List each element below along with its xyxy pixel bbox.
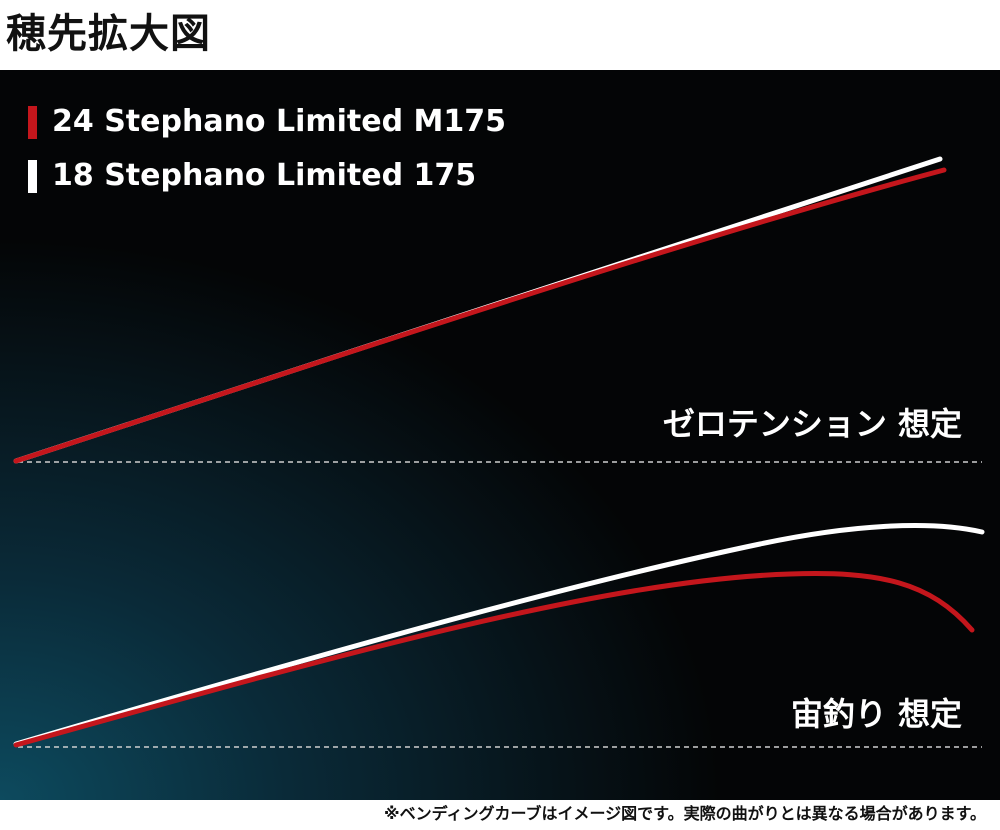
footnote: ※ベンディングカーブはイメージ図です。実際の曲がりとは異なる場合があります。 — [384, 804, 986, 823]
scenario-label-zero-tension: ゼロテンション 想定 — [662, 405, 962, 443]
curve-suspended-18-stephano-limited-175 — [13, 523, 985, 747]
legend-swatch-white — [28, 160, 37, 193]
header: 穂先拡大図 — [0, 0, 1000, 70]
page-title: 穂先拡大図 — [6, 11, 211, 57]
legend-swatch-red — [28, 106, 37, 139]
legend-label: 18 Stephano Limited 175 — [52, 158, 477, 193]
curve-zero-tension-24-stephano-limited-m175 — [13, 167, 947, 464]
bending-curve-diagram — [13, 156, 985, 748]
footer: ※ベンディングカーブはイメージ図です。実際の曲がりとは異なる場合があります。 — [0, 800, 1000, 830]
bending-curve-panel: 24 Stephano Limited M175 18 Stephano Lim… — [0, 70, 1000, 800]
curve-suspended-24-stephano-limited-m175 — [13, 571, 975, 748]
legend-label: 24 Stephano Limited M175 — [52, 104, 506, 139]
scenario-label-suspended: 宙釣り 想定 — [790, 695, 962, 733]
